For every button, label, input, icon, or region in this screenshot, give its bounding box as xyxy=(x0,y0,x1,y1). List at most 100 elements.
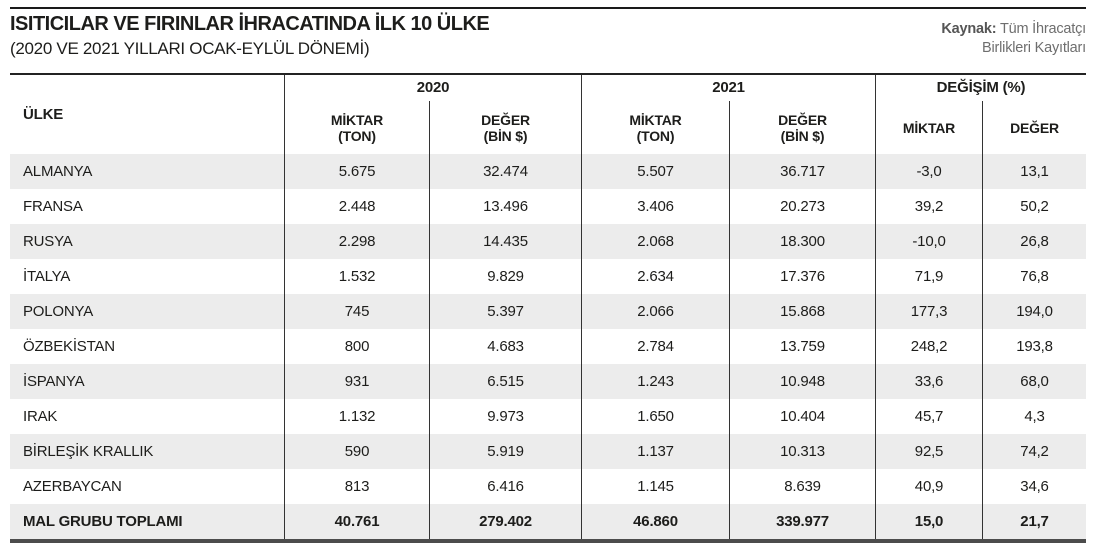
value-cell: 3.406 xyxy=(581,189,729,224)
value-cell: 32.474 xyxy=(429,154,581,189)
table-body: ALMANYA 5.675 32.474 5.507 36.717 -3,0 13,1 FRA… xyxy=(10,154,1086,539)
country-cell: IRAK xyxy=(23,408,58,425)
column-header-country: ÜLKE xyxy=(23,105,64,123)
table-row: FRANSA 2.448 13.496 3.406 20.273 39,2 50,2 xyxy=(10,189,1086,224)
column-header-2021-amount: MİKTAR (TON) xyxy=(581,101,729,154)
value-cell: 40.761 xyxy=(284,504,429,539)
column-header-2020-value: DEĞER (BİN $) xyxy=(429,101,581,154)
value-cell: 339.977 xyxy=(729,504,875,539)
column-header-2021-value: DEĞER (BİN $) xyxy=(729,101,875,154)
table-row: RUSYA 2.298 14.435 2.068 18.300 -10,0 26,8 xyxy=(10,224,1086,259)
country-cell: BİRLEŞİK KRALLIK xyxy=(23,443,154,460)
table-row: ALMANYA 5.675 32.474 5.507 36.717 -3,0 13,1 xyxy=(10,154,1086,189)
export-data-table: ÜLKE 2020 2021 DEĞİŞİM (%) MİKTAR (TON) … xyxy=(10,73,1086,543)
country-cell: RUSYA xyxy=(23,233,73,250)
value-cell: 34,6 xyxy=(982,469,1086,504)
value-cell: 193,8 xyxy=(982,329,1086,364)
value-cell: 4,3 xyxy=(982,399,1086,434)
value-cell: 813 xyxy=(284,469,429,504)
value-cell: 2.298 xyxy=(284,224,429,259)
value-cell: 5.397 xyxy=(429,294,581,329)
value-cell: 5.919 xyxy=(429,434,581,469)
value-cell: 39,2 xyxy=(875,189,982,224)
value-cell: 931 xyxy=(284,364,429,399)
value-cell: 92,5 xyxy=(875,434,982,469)
page-title: ISITICILAR VE FIRINLAR İHRACATINDA İLK 1… xyxy=(10,13,490,35)
top-rule xyxy=(10,7,1086,9)
table-row: AZERBAYCAN 813 6.416 1.145 8.639 40,9 34,6 xyxy=(10,469,1086,504)
page-subtitle: (2020 VE 2021 YILLARI OCAK-EYLÜL DÖNEMİ) xyxy=(10,39,370,58)
value-cell: 279.402 xyxy=(429,504,581,539)
value-cell: 9.829 xyxy=(429,259,581,294)
value-cell: 1.243 xyxy=(581,364,729,399)
country-cell: AZERBAYCAN xyxy=(23,478,122,495)
value-cell: 46.860 xyxy=(581,504,729,539)
source-label: Kaynak: xyxy=(941,21,997,37)
value-cell: 6.416 xyxy=(429,469,581,504)
value-cell: 17.376 xyxy=(729,259,875,294)
value-cell: 20.273 xyxy=(729,189,875,224)
value-cell: 15,0 xyxy=(875,504,982,539)
value-cell: 10.948 xyxy=(729,364,875,399)
country-cell: ÖZBEKİSTAN xyxy=(23,338,115,355)
value-cell: -10,0 xyxy=(875,224,982,259)
value-cell: 26,8 xyxy=(982,224,1086,259)
source-line2: Birlikleri Kayıtları xyxy=(982,40,1086,56)
source-line1: Tüm İhracatçı xyxy=(996,21,1086,37)
column-header-change-value: DEĞER xyxy=(982,101,1086,154)
value-cell: 2.448 xyxy=(284,189,429,224)
value-cell: 13.496 xyxy=(429,189,581,224)
value-cell: 248,2 xyxy=(875,329,982,364)
table-header: ÜLKE 2020 2021 DEĞİŞİM (%) MİKTAR (TON) … xyxy=(10,75,1086,154)
country-cell: İTALYA xyxy=(23,268,71,285)
column-header-2020-amount: MİKTAR (TON) xyxy=(284,101,429,154)
column-header-change-amount: MİKTAR xyxy=(875,101,982,154)
table-row: İSPANYA 931 6.515 1.243 10.948 33,6 68,0 xyxy=(10,364,1086,399)
value-cell: 6.515 xyxy=(429,364,581,399)
value-cell: 18.300 xyxy=(729,224,875,259)
value-cell: 2.634 xyxy=(581,259,729,294)
value-cell: 14.435 xyxy=(429,224,581,259)
value-cell: 177,3 xyxy=(875,294,982,329)
value-cell: 8.639 xyxy=(729,469,875,504)
column-group-2021: 2021 xyxy=(581,75,875,101)
value-cell: 2.068 xyxy=(581,224,729,259)
table-row: POLONYA 745 5.397 2.066 15.868 177,3 194,0 xyxy=(10,294,1086,329)
table-row: İTALYA 1.532 9.829 2.634 17.376 71,9 76,8 xyxy=(10,259,1086,294)
value-cell: 68,0 xyxy=(982,364,1086,399)
value-cell: 36.717 xyxy=(729,154,875,189)
value-cell: 745 xyxy=(284,294,429,329)
value-cell: -3,0 xyxy=(875,154,982,189)
table-row: IRAK 1.132 9.973 1.650 10.404 45,7 4,3 xyxy=(10,399,1086,434)
value-cell: 9.973 xyxy=(429,399,581,434)
value-cell: 800 xyxy=(284,329,429,364)
country-cell: FRANSA xyxy=(23,198,83,215)
value-cell: 33,6 xyxy=(875,364,982,399)
value-cell: 1.132 xyxy=(284,399,429,434)
source-credit: Kaynak: Tüm İhracatçı Birlikleri Kayıtla… xyxy=(941,20,1086,58)
value-cell: 5.507 xyxy=(581,154,729,189)
value-cell: 10.313 xyxy=(729,434,875,469)
value-cell: 50,2 xyxy=(982,189,1086,224)
column-group-change: DEĞİŞİM (%) xyxy=(875,75,1086,101)
value-cell: 13.759 xyxy=(729,329,875,364)
value-cell: 4.683 xyxy=(429,329,581,364)
value-cell: 76,8 xyxy=(982,259,1086,294)
value-cell: 1.145 xyxy=(581,469,729,504)
value-cell: 1.650 xyxy=(581,399,729,434)
value-cell: 2.784 xyxy=(581,329,729,364)
value-cell: 71,9 xyxy=(875,259,982,294)
value-cell: 21,7 xyxy=(982,504,1086,539)
country-cell: ALMANYA xyxy=(23,163,93,180)
country-cell: MAL GRUBU TOPLAMI xyxy=(23,513,183,530)
value-cell: 5.675 xyxy=(284,154,429,189)
value-cell: 10.404 xyxy=(729,399,875,434)
value-cell: 590 xyxy=(284,434,429,469)
table-total-row: MAL GRUBU TOPLAMI 40.761 279.402 46.860 339.… xyxy=(10,504,1086,539)
value-cell: 2.066 xyxy=(581,294,729,329)
value-cell: 1.532 xyxy=(284,259,429,294)
country-cell: POLONYA xyxy=(23,303,94,320)
value-cell: 45,7 xyxy=(875,399,982,434)
column-group-2020: 2020 xyxy=(284,75,581,101)
